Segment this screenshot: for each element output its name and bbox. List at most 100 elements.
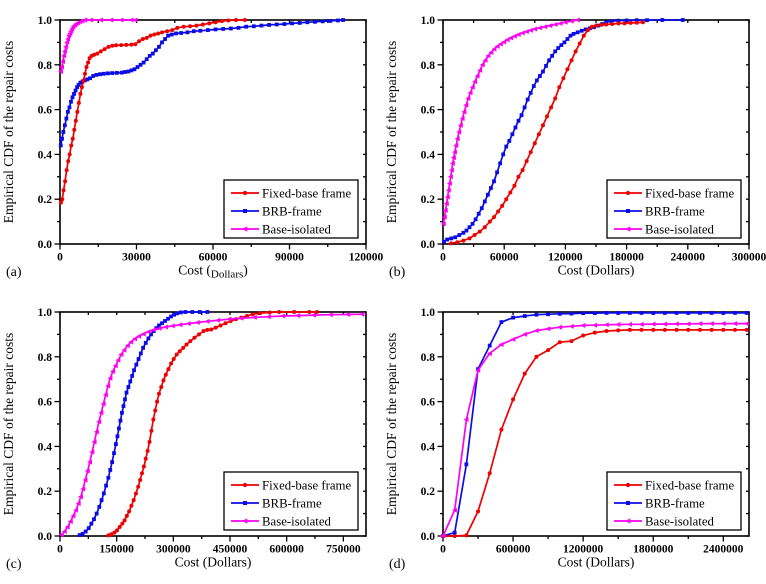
axis-titles: Cost (Dollars) Empirical CDF of the repai… bbox=[384, 41, 634, 280]
legend-label: Fixed-base frame bbox=[262, 478, 352, 492]
cdf-panel-c: 0 150000 300000 450000 600000 750000 0.0 0.2 0.4… bbox=[0, 292, 383, 584]
legend-label: Base-isolated bbox=[262, 514, 332, 528]
legend-label: BRB-frame bbox=[262, 496, 322, 510]
y-axis-title: Empirical CDF of the repair costs bbox=[384, 41, 399, 224]
svg-text:60000: 60000 bbox=[490, 252, 519, 264]
svg-text:0: 0 bbox=[57, 252, 63, 264]
series-base-isolated bbox=[58, 311, 365, 538]
chart-svg-a: 0 30000 60000 90000 120000 0.0 0.2 0.4 0.6 0.8 1.0… bbox=[1, 15, 383, 281]
legend-label: BRB-frame bbox=[645, 496, 705, 510]
legend: Fixed-base frame BRB-frame Base-isolated bbox=[223, 471, 359, 531]
svg-text:1.0: 1.0 bbox=[421, 15, 436, 27]
svg-text:1200000: 1200000 bbox=[563, 544, 604, 556]
legend-label: Base-isolated bbox=[645, 514, 715, 528]
panel-letter: (d) bbox=[389, 557, 406, 572]
legend: Fixed-base frame BRB-frame Base-isolated bbox=[606, 471, 742, 531]
legend: Fixed-base frame BRB-frame Base-isolated bbox=[606, 179, 742, 239]
cdf-panel-b: 0 60000 120000 180000 240000 300000 0.0 0.2 0.4 0… bbox=[383, 0, 766, 292]
series-base-isolated bbox=[440, 17, 580, 227]
svg-text:0.8: 0.8 bbox=[421, 60, 436, 72]
svg-text:600000: 600000 bbox=[269, 544, 304, 556]
tick-labels: 0 600000 1200000 1800000 2400000 0.0 0.2 0.4 0.6… bbox=[421, 307, 744, 556]
svg-text:2400000: 2400000 bbox=[703, 544, 744, 556]
svg-text:150000: 150000 bbox=[99, 544, 134, 556]
tick-labels: 0 30000 60000 90000 120000 0.0 0.2 0.4 0.6 0.8 1.0 bbox=[38, 15, 383, 264]
series-brb-frame bbox=[441, 310, 749, 538]
svg-text:0.8: 0.8 bbox=[421, 352, 436, 364]
svg-text:0.8: 0.8 bbox=[38, 352, 53, 364]
svg-text:30000: 30000 bbox=[122, 252, 151, 264]
svg-text:60000: 60000 bbox=[199, 252, 228, 264]
svg-text:0.6: 0.6 bbox=[38, 105, 53, 117]
svg-text:0.4: 0.4 bbox=[38, 149, 53, 161]
y-axis-title: Empirical CDF of the repair costs bbox=[1, 41, 16, 224]
svg-text:0.0: 0.0 bbox=[421, 239, 436, 251]
chart-svg-d: 0 600000 1200000 1800000 2400000 0.0 0.2 0.4 0.6… bbox=[384, 307, 750, 572]
svg-text:1.0: 1.0 bbox=[38, 307, 53, 319]
series-group bbox=[58, 310, 365, 538]
legend-label: BRB-frame bbox=[262, 204, 322, 218]
legend-label: Fixed-base frame bbox=[645, 478, 735, 492]
legend-label: Base-isolated bbox=[645, 222, 715, 236]
series-group bbox=[440, 17, 685, 246]
chart-svg-b: 0 60000 120000 180000 240000 300000 0.0 0.2 0.4 0… bbox=[384, 15, 766, 280]
svg-text:1800000: 1800000 bbox=[633, 544, 674, 556]
series-fixed-base-frame bbox=[441, 327, 749, 538]
panel-letter: (b) bbox=[389, 265, 406, 280]
legend-label: Fixed-base frame bbox=[645, 186, 735, 200]
svg-text:0: 0 bbox=[57, 544, 63, 556]
series-brb-frame bbox=[58, 18, 345, 148]
axis-titles: Cost (Dollars) Empirical CDF of the repai… bbox=[1, 333, 251, 572]
legend-label: Fixed-base frame bbox=[262, 186, 352, 200]
svg-text:0.8: 0.8 bbox=[38, 60, 53, 72]
axis-titles: Cost (Dollars) Empirical CDF of the repai… bbox=[384, 333, 634, 572]
series-base-isolated bbox=[440, 321, 749, 539]
legend-label: BRB-frame bbox=[645, 204, 705, 218]
svg-text:90000: 90000 bbox=[275, 252, 304, 264]
svg-text:1.0: 1.0 bbox=[38, 15, 53, 27]
legend: Fixed-base frame BRB-frame Base-isolated bbox=[223, 179, 359, 239]
svg-text:0.2: 0.2 bbox=[421, 194, 436, 206]
svg-text:0.0: 0.0 bbox=[421, 531, 436, 543]
axes bbox=[54, 311, 367, 542]
cdf-panel-a: 0 30000 60000 90000 120000 0.0 0.2 0.4 0.6 0.8 1.0… bbox=[0, 0, 383, 292]
svg-text:0.6: 0.6 bbox=[421, 105, 436, 117]
svg-text:0.4: 0.4 bbox=[38, 441, 53, 453]
series-fixed-base-frame bbox=[449, 20, 645, 246]
x-axis-title: Cost (Dollars) bbox=[175, 555, 252, 570]
tick-labels: 0 150000 300000 450000 600000 750000 0.0 0.2 0.4… bbox=[38, 307, 361, 556]
legend-label: Base-isolated bbox=[262, 222, 332, 236]
x-axis-title: Cost (Dollars) bbox=[558, 263, 635, 278]
svg-text:1.0: 1.0 bbox=[421, 307, 436, 319]
cdf-panel-d: 0 600000 1200000 1800000 2400000 0.0 0.2 0.4 0.6… bbox=[383, 292, 766, 584]
svg-text:0.4: 0.4 bbox=[421, 149, 436, 161]
series-group bbox=[57, 17, 345, 205]
svg-text:0.6: 0.6 bbox=[421, 397, 436, 409]
svg-text:0.0: 0.0 bbox=[38, 531, 53, 543]
svg-text:0.0: 0.0 bbox=[38, 239, 53, 251]
svg-text:450000: 450000 bbox=[213, 544, 248, 556]
series-base-isolated bbox=[57, 17, 138, 75]
series-fixed-base-frame bbox=[59, 18, 247, 205]
x-axis-title: Cost (Dollars) bbox=[178, 263, 248, 281]
axes bbox=[437, 19, 750, 250]
svg-text:180000: 180000 bbox=[609, 252, 644, 264]
svg-text:750000: 750000 bbox=[326, 544, 361, 556]
svg-text:0.6: 0.6 bbox=[38, 397, 53, 409]
svg-text:300000: 300000 bbox=[732, 252, 766, 264]
svg-text:300000: 300000 bbox=[156, 544, 191, 556]
svg-text:120000: 120000 bbox=[349, 252, 383, 264]
tick-labels: 0 60000 120000 180000 240000 300000 0.0 0.2 0.4 0… bbox=[421, 15, 766, 264]
y-axis-title: Empirical CDF of the repair costs bbox=[1, 333, 16, 516]
svg-text:120000: 120000 bbox=[548, 252, 583, 264]
svg-text:0.2: 0.2 bbox=[38, 486, 53, 498]
svg-text:0: 0 bbox=[440, 252, 446, 264]
panel-letter: (c) bbox=[6, 557, 22, 572]
svg-text:0.4: 0.4 bbox=[421, 441, 436, 453]
svg-text:0.2: 0.2 bbox=[38, 194, 53, 206]
x-axis-title: Cost (Dollars) bbox=[558, 555, 635, 570]
y-axis-title: Empirical CDF of the repair costs bbox=[384, 333, 399, 516]
series-group bbox=[440, 310, 749, 539]
axis-titles: Cost (Dollars) Empirical CDF of the repai… bbox=[1, 41, 248, 281]
